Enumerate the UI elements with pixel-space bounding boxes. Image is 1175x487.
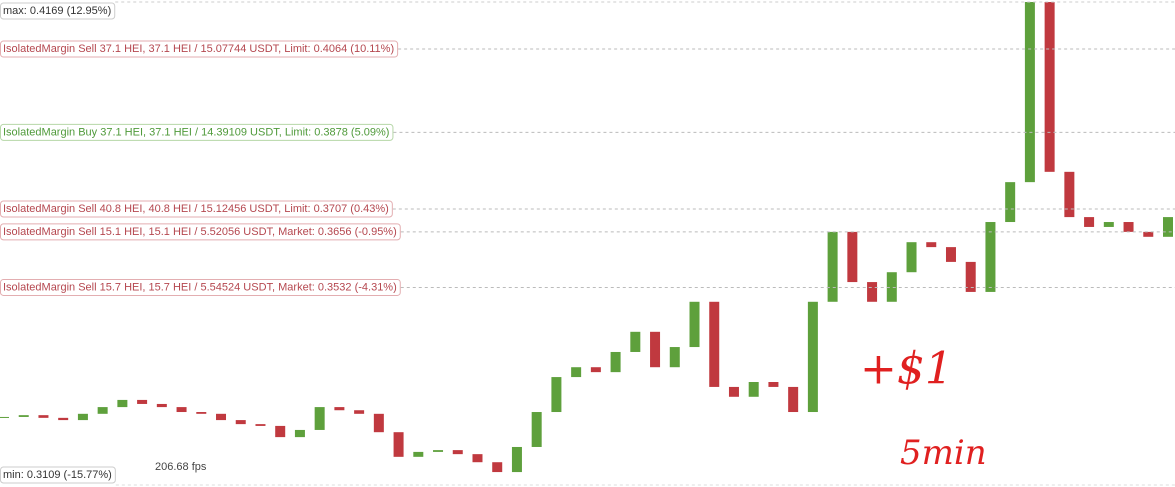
candle bbox=[1123, 222, 1134, 232]
candle bbox=[176, 407, 187, 413]
candle bbox=[650, 331, 661, 368]
candle bbox=[807, 301, 818, 413]
candle bbox=[728, 386, 739, 397]
max-label: max: 0.4169 (12.95%) bbox=[3, 5, 111, 17]
candle bbox=[610, 351, 621, 373]
candle bbox=[1024, 2, 1035, 183]
candle bbox=[748, 382, 759, 397]
candle bbox=[38, 415, 49, 418]
candle bbox=[196, 412, 207, 414]
candle bbox=[965, 261, 976, 292]
candle bbox=[156, 403, 167, 408]
candle bbox=[571, 367, 582, 378]
candle bbox=[886, 272, 897, 302]
max-label-box bbox=[0, 2, 116, 20]
candle bbox=[1064, 171, 1075, 218]
candle bbox=[689, 301, 700, 348]
candle bbox=[630, 331, 641, 352]
candle bbox=[137, 399, 148, 404]
annotation: +$1 bbox=[860, 344, 953, 395]
candle bbox=[531, 412, 542, 447]
candle bbox=[472, 454, 483, 463]
min-label-box bbox=[0, 466, 116, 484]
min-label: min: 0.3109 (-15.77%) bbox=[3, 469, 112, 481]
order-label-box bbox=[0, 40, 399, 58]
candle bbox=[768, 382, 779, 387]
order-label-box bbox=[0, 278, 401, 296]
candle bbox=[511, 446, 522, 473]
candle bbox=[58, 417, 69, 421]
candle bbox=[1163, 217, 1173, 237]
order-label-box bbox=[0, 200, 393, 218]
candle bbox=[1143, 231, 1154, 237]
candle bbox=[945, 247, 956, 262]
candle bbox=[314, 407, 325, 430]
candle bbox=[413, 451, 424, 457]
candle bbox=[827, 231, 838, 302]
order-label-box bbox=[0, 223, 401, 241]
candle bbox=[492, 462, 503, 473]
candle bbox=[117, 399, 128, 408]
candle bbox=[18, 415, 29, 417]
annotation: 5min bbox=[900, 433, 987, 473]
candle bbox=[294, 429, 305, 438]
order-label: IsolatedMargin Buy 37.1 HEI, 37.1 HEI / … bbox=[3, 126, 389, 138]
candle bbox=[373, 413, 384, 433]
candle bbox=[235, 420, 246, 425]
candle bbox=[97, 407, 108, 414]
candle bbox=[275, 425, 286, 438]
candle bbox=[452, 450, 463, 455]
candle bbox=[216, 413, 227, 421]
candle bbox=[709, 301, 720, 387]
candle bbox=[551, 377, 562, 413]
candle bbox=[1005, 182, 1016, 223]
fps-counter: 206.68 fps bbox=[155, 461, 207, 473]
candle bbox=[0, 416, 9, 418]
candle bbox=[1044, 2, 1055, 172]
candle bbox=[354, 410, 365, 414]
candle bbox=[433, 450, 444, 452]
candle bbox=[788, 386, 799, 413]
candle bbox=[393, 432, 404, 457]
candle bbox=[1084, 217, 1095, 227]
order-label-box bbox=[0, 123, 394, 141]
candle bbox=[334, 407, 345, 411]
candle bbox=[847, 231, 858, 283]
candle bbox=[926, 242, 937, 248]
candle bbox=[255, 424, 266, 426]
candle bbox=[1103, 222, 1114, 227]
order-label: IsolatedMargin Sell 40.8 HEI, 40.8 HEI /… bbox=[3, 203, 389, 215]
candle bbox=[77, 413, 88, 421]
order-label: IsolatedMargin Sell 37.1 HEI, 37.1 HEI /… bbox=[3, 43, 394, 55]
candle bbox=[590, 367, 601, 373]
candle bbox=[867, 282, 878, 302]
order-label: IsolatedMargin Sell 15.1 HEI, 15.1 HEI /… bbox=[3, 226, 397, 238]
candle bbox=[985, 222, 996, 292]
candle bbox=[906, 242, 917, 273]
candle bbox=[669, 347, 680, 368]
order-label: IsolatedMargin Sell 15.7 HEI, 15.7 HEI /… bbox=[3, 281, 397, 293]
